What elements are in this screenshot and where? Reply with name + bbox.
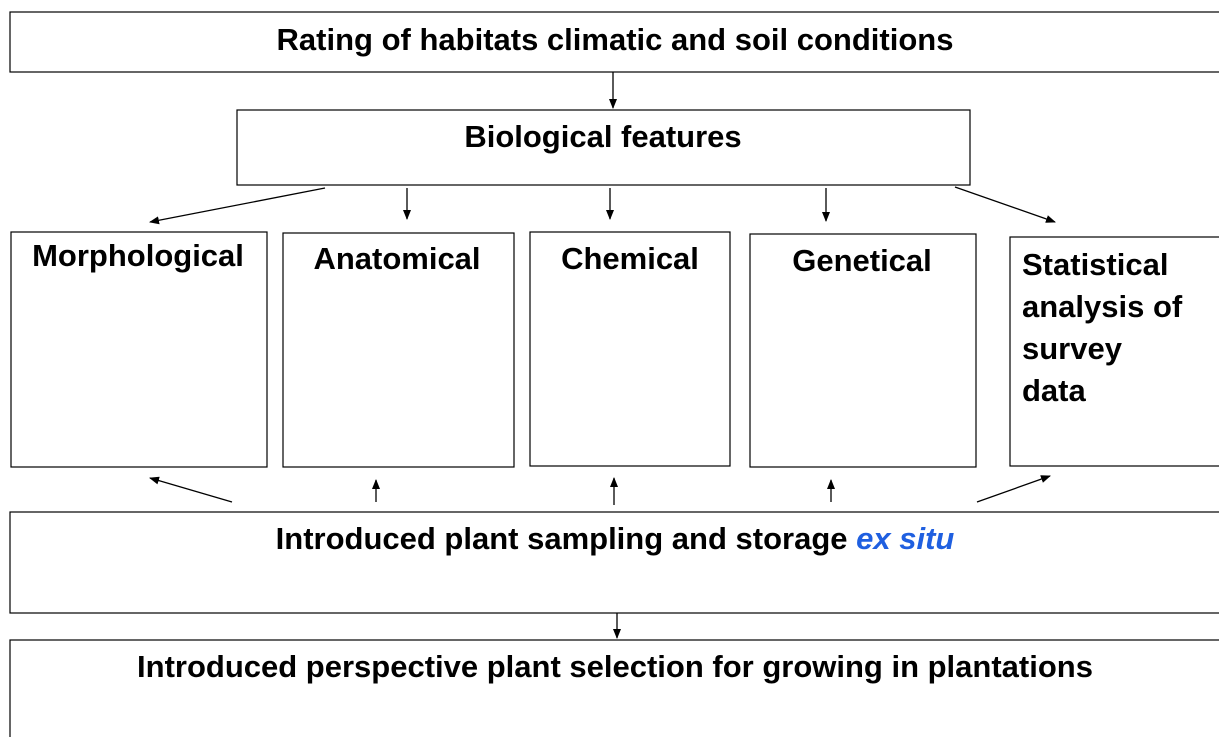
box: [529, 231, 731, 467]
box: [236, 109, 971, 186]
box: [9, 639, 1219, 737]
box: [10, 231, 268, 468]
arrow: [976, 475, 1051, 503]
node-label: Statistical: [1022, 247, 1168, 282]
node-label: survey: [1022, 331, 1123, 366]
arrow: [149, 187, 326, 225]
node-label: Rating of habitats climatic and soil con…: [277, 22, 954, 57]
box: [1009, 236, 1219, 467]
box: [9, 11, 1219, 73]
node-label: Anatomical: [313, 241, 480, 276]
node-label: Biological features: [464, 119, 741, 154]
node-label: Morphological: [32, 238, 244, 273]
node-label: Chemical: [561, 241, 699, 276]
box: [282, 232, 515, 468]
arrow: [954, 186, 1056, 223]
node-label: Genetical: [792, 243, 932, 278]
node-label: analysis of: [1022, 289, 1183, 324]
box: [749, 233, 977, 468]
node-label: data: [1022, 373, 1087, 408]
label-emphasis: ex situ: [856, 521, 954, 556]
box: [9, 511, 1219, 614]
label-main: Introduced plant sampling and storage: [276, 521, 848, 556]
node-label: Introduced plant sampling and storage ex…: [276, 521, 955, 556]
node-label: Introduced perspective plant selection f…: [137, 649, 1093, 684]
arrow: [149, 476, 233, 503]
